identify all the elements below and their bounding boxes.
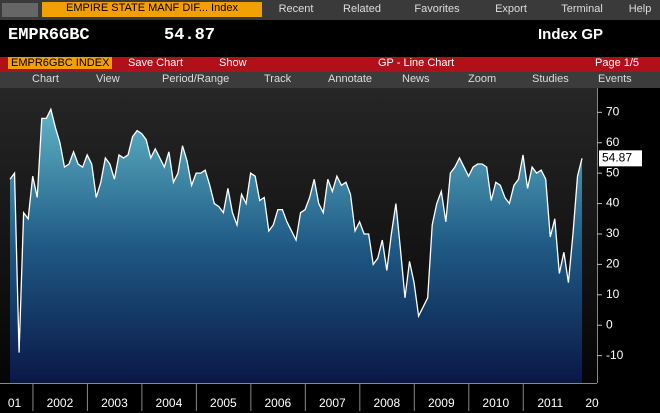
last-value-label: 54.87 — [602, 151, 632, 165]
y-tick-label: 60 — [606, 135, 620, 149]
menu[interactable]: Recent — [278, 3, 314, 15]
function-bar: EMPR6GBC INDEX Save Chart Show GP - Line… — [0, 57, 660, 72]
line — [9, 107, 583, 353]
x-tick-label: 2009 — [428, 396, 455, 410]
tool[interactable]: Track — [264, 73, 292, 85]
menu[interactable]: Help — [628, 3, 652, 15]
menu[interactable]: Related — [343, 3, 381, 15]
x-tick-label: 2003 — [101, 396, 128, 410]
y-tick-label: 0 — [606, 317, 613, 331]
title: GP - Line Chart — [378, 57, 455, 69]
toolbar: EMPIRE STATE MANF DIF... Index Recent Re… — [0, 0, 660, 20]
x-tick-label: 2002 — [47, 396, 74, 410]
price: 54.87 — [164, 26, 216, 45]
x-tick-label: 2011 — [537, 396, 563, 410]
x-tick-label: 2006 — [265, 396, 292, 410]
security-box[interactable]: EMPIRE STATE MANF DIF... Index — [42, 2, 262, 17]
x-tick-label: 2008 — [373, 396, 400, 410]
menu[interactable]: Favorites — [414, 3, 460, 15]
y-tick-label: 40 — [606, 196, 620, 210]
menu[interactable]: Export — [495, 3, 527, 15]
y-tick-label: 20 — [606, 257, 620, 271]
tool[interactable]: News — [402, 73, 430, 85]
ticker: EMPR6GBC — [8, 26, 90, 45]
y-tick-label: 50 — [606, 165, 620, 179]
x-tick-label: 20 — [585, 396, 599, 410]
tool[interactable]: Events — [598, 73, 632, 85]
x-tick-label: 2005 — [210, 396, 237, 410]
x-tick-label: 2007 — [319, 396, 346, 410]
x-tick-label: 2010 — [482, 396, 509, 410]
tool[interactable]: Period/Range — [162, 73, 230, 85]
action[interactable]: Save Chart — [128, 57, 184, 69]
nav-buttons[interactable] — [2, 3, 38, 17]
tool[interactable]: Chart — [32, 73, 59, 85]
x-tick-label: 01 — [8, 396, 22, 410]
area — [10, 109, 583, 383]
y-tick-label: -10 — [606, 348, 624, 362]
tool[interactable]: Annotate — [328, 73, 373, 85]
security[interactable]: EMPR6GBC INDEX — [8, 57, 113, 69]
header: EMPR6GBC 54.87 Index GP — [0, 20, 660, 56]
tools: Chart View Period/Range Track Annotate N… — [0, 72, 660, 88]
menu[interactable]: Terminal — [561, 3, 603, 15]
tool[interactable]: Zoom — [468, 73, 497, 85]
x-tick-label: 2004 — [156, 396, 183, 410]
y-tick-label: 30 — [606, 226, 620, 240]
function: Index GP — [538, 26, 604, 43]
page[interactable]: Page 1/5 — [595, 57, 640, 69]
tool[interactable]: View — [96, 73, 120, 85]
y-tick-label: 10 — [606, 287, 620, 301]
last-value-box — [599, 150, 642, 167]
action[interactable]: Show — [219, 57, 247, 69]
y-tick-label: 70 — [606, 105, 620, 119]
tool[interactable]: Studies — [532, 73, 569, 85]
